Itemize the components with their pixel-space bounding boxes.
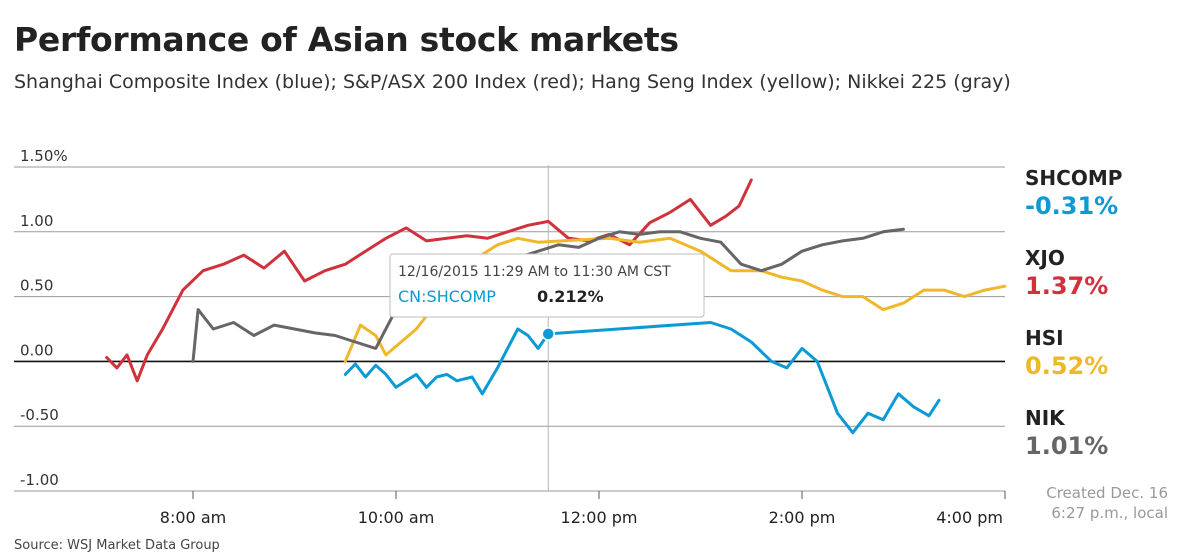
created-note-line: 6:27 p.m., local [1051,504,1168,522]
x-tick-label: 10:00 am [358,508,435,527]
y-tick-label: 1.50% [20,147,68,165]
series-line-nikkei-225[interactable] [191,227,905,363]
x-tick-label: 4:00 pm [936,508,1003,527]
chart-title: Performance of Asian stock markets [14,20,679,59]
x-tick-label: 12:00 pm [561,508,638,527]
x-tick-label: 8:00 am [160,508,226,527]
tooltip: 12/16/2015 11:29 AM to 11:30 AM CST CN:SH… [389,253,705,341]
y-tick-label: -1.00 [20,471,59,489]
y-tick-label: -0.50 [20,406,59,424]
legend-value-shcomp: -0.31% [1025,192,1118,220]
x-axis-ticks: 8:00 am 10:00 am 12:00 pm 2:00 pm 4:00 pm [160,491,1006,527]
series-line-hang-seng-index[interactable] [343,236,1007,363]
y-axis-ticks: 1.50% 1.00 0.50 0.00 -0.50 -1.00 [20,147,68,489]
legend-key-hsi: HSI [1025,326,1064,350]
created-note: Created Dec. 16 6:27 p.m., local [1046,484,1168,522]
tooltip-marker [541,327,555,341]
legend-key-shcomp: SHCOMP [1025,166,1122,190]
chart-subtitle: Shanghai Composite Index (blue); S&P/ASX… [14,71,1011,93]
legend-value-hsi: 0.52% [1025,352,1108,380]
legend-value-xjo: 1.37% [1025,272,1108,300]
source-note: Source: WSJ Market Data Group [14,538,220,553]
tooltip-value: 0.212% [537,287,604,306]
legend-value-nik: 1.01% [1025,432,1108,460]
series-line-s-p-asx-200-index[interactable] [105,178,753,383]
series-lines [105,178,1007,435]
y-tick-label: 0.50 [20,277,53,295]
y-tick-label: 1.00 [20,212,53,230]
x-tick-label: 2:00 pm [769,508,836,527]
tooltip-time: 12/16/2015 11:29 AM to 11:30 AM CST [398,264,671,280]
legend-key-xjo: XJO [1025,246,1065,270]
tooltip-series: CN:SHCOMP [398,287,496,306]
created-note-line: Created Dec. 16 [1046,484,1168,502]
legend-key-nik: NIK [1025,406,1066,430]
series-line-shanghai-composite-index[interactable] [343,321,941,435]
tooltip-box [389,253,705,318]
y-tick-label: 0.00 [20,341,53,359]
